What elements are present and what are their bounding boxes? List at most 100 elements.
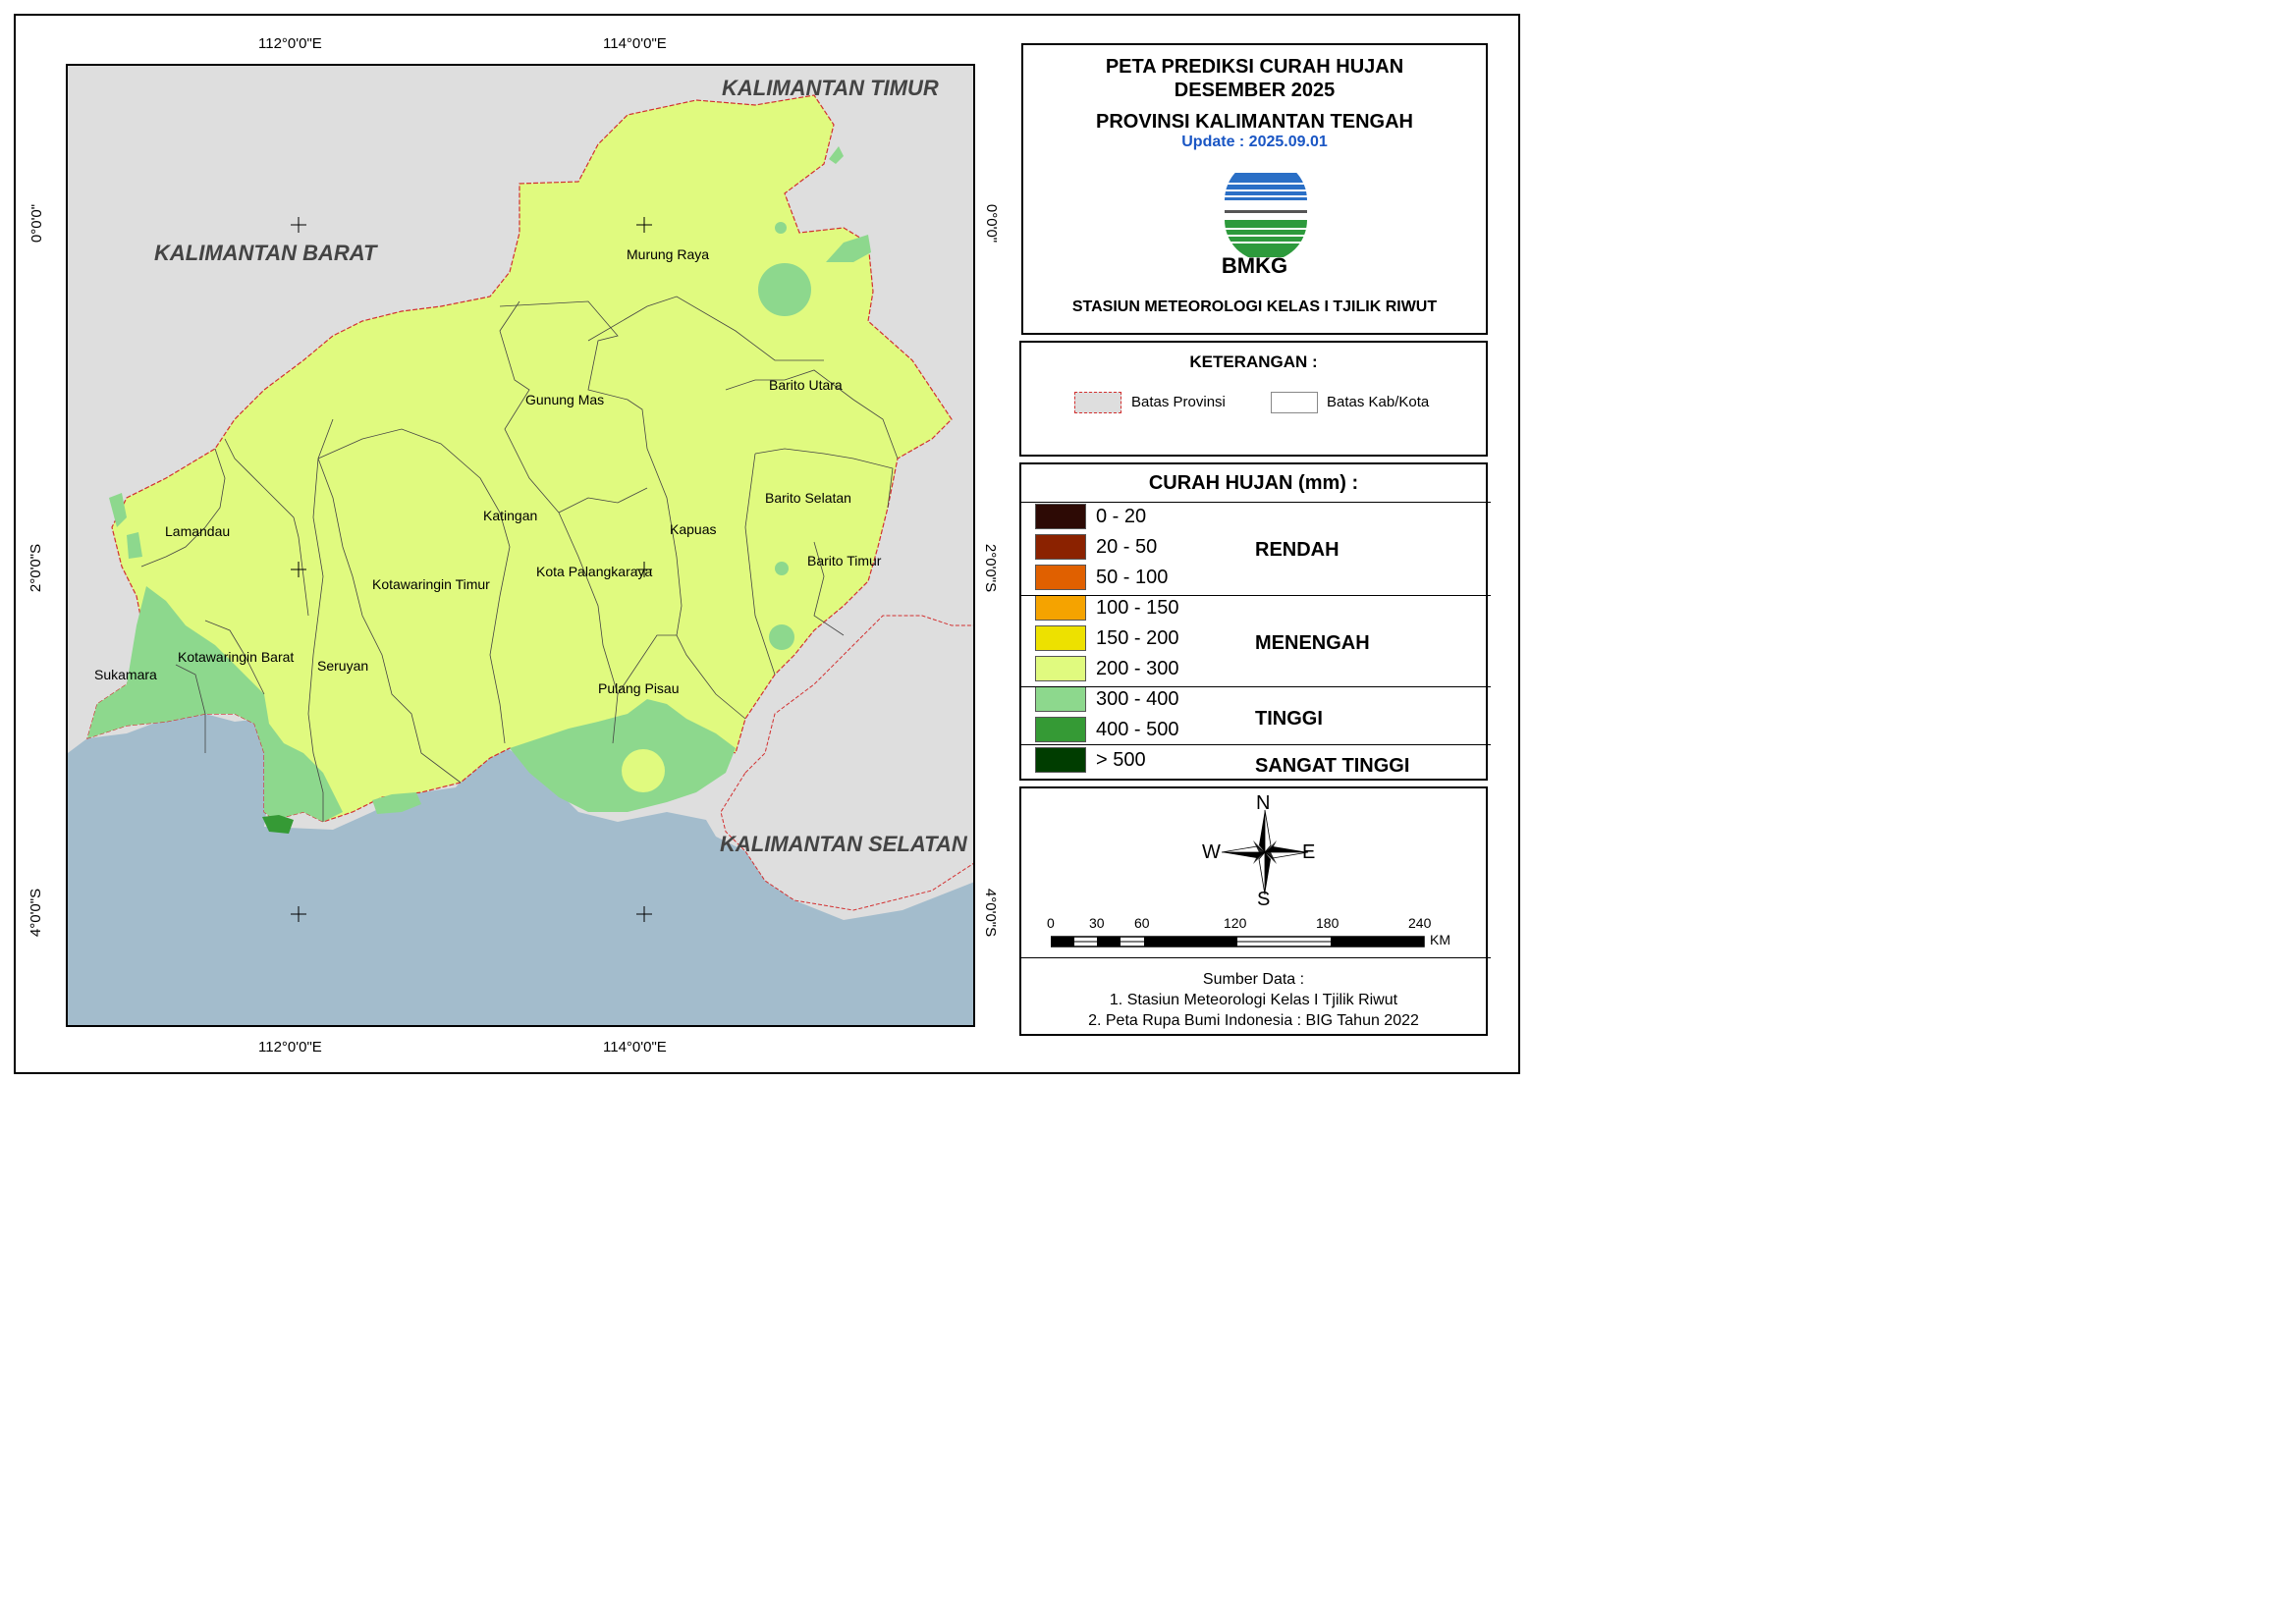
scale-unit: KM <box>1430 932 1450 947</box>
regency-boundaries <box>140 296 899 822</box>
zone-300-400-lamandau-west <box>127 532 142 559</box>
label-gunung-mas: Gunung Mas <box>525 392 604 407</box>
source-line-1: 1. Stasiun Meteorologi Kelas I Tjilik Ri… <box>1109 992 1398 1008</box>
bmkg-logo-icon <box>1222 173 1310 257</box>
zone-300-400-southwest <box>87 586 343 822</box>
label-kota-palangkaraya: Kota Palangkaraya <box>536 564 653 579</box>
coord-right-4s: 4°0'0"S <box>982 888 1000 938</box>
zone-300-400-south <box>510 699 736 812</box>
separator-top <box>1021 502 1491 503</box>
label-sukamara: Sukamara <box>94 667 157 682</box>
coord-right-2s: 2°0'0"S <box>982 543 1000 593</box>
rainfall-class-swatch <box>1035 565 1086 590</box>
scale-source-separator <box>1021 957 1491 958</box>
label-barito-utara: Barito Utara <box>769 377 843 393</box>
label-kotawaringin-barat: Kotawaringin Barat <box>178 649 294 665</box>
keterangan-title: KETERANGAN : <box>1189 352 1318 371</box>
label-kalsel: KALIMANTAN SELATAN <box>720 832 968 856</box>
label-katingan: Katingan <box>483 508 537 523</box>
category-tinggi: TINGGI <box>1255 708 1323 730</box>
compass-scale-panel: N S W E 0 30 60 120 180 240 KM Sumber Da… <box>1019 786 1491 1036</box>
label-kotawaringin-timur: Kotawaringin Timur <box>372 576 490 592</box>
rainfall-class-swatch <box>1035 686 1086 712</box>
scale-tick-0: 0 <box>1047 915 1055 931</box>
zone-300-400-barsel-small <box>775 562 789 575</box>
rainfall-class-swatch <box>1035 625 1086 651</box>
rainfall-class-swatch <box>1035 747 1086 773</box>
map-title-line1: PETA PREDIKSI CURAH HUJAN <box>1105 56 1404 78</box>
scale-tick-60: 60 <box>1134 915 1150 931</box>
update-date: Update : 2025.09.01 <box>1181 134 1328 150</box>
coord-bottom-114: 114°0'0"E <box>603 1039 667 1056</box>
batas-provinsi-swatch <box>1074 392 1121 413</box>
outer-frame <box>14 14 1520 1074</box>
rainfall-class-swatch <box>1035 504 1086 529</box>
scale-bar <box>1051 936 1425 947</box>
coord-bottom-112: 112°0'0"E <box>258 1039 322 1056</box>
batas-kab-swatch <box>1271 392 1318 413</box>
separator-rendah <box>1021 595 1491 596</box>
zone-300-400-ne <box>826 235 871 262</box>
label-kapuas: Kapuas <box>670 521 716 537</box>
rainfall-class-label: 0 - 20 <box>1096 506 1147 527</box>
rainfall-class-label: 150 - 200 <box>1096 627 1179 649</box>
station-name: STASIUN METEOROLOGI KELAS I TJILIK RIWUT <box>1071 298 1438 315</box>
coord-left-2s: 2°0'0"S <box>27 543 45 593</box>
sea-area <box>68 714 973 1025</box>
label-seruyan: Seruyan <box>317 658 368 674</box>
rainfall-class-swatch <box>1035 717 1086 742</box>
zone-300-400-sukamara-west <box>109 493 127 527</box>
coord-right-0: 0°0'0" <box>983 203 1001 244</box>
rainfall-class-label: 300 - 400 <box>1096 688 1179 710</box>
compass-w: W <box>1202 841 1221 863</box>
zone-200-300-pulpis-hole <box>622 749 665 792</box>
rainfall-class-label: 20 - 50 <box>1096 536 1158 558</box>
category-rendah: RENDAH <box>1255 539 1339 561</box>
label-murung-raya: Murung Raya <box>627 246 709 262</box>
kalsel-land <box>720 615 973 911</box>
compass-s: S <box>1257 889 1271 910</box>
map-svg: KALIMANTAN TIMUR KALIMANTAN BARAT KALIMA… <box>68 76 973 1025</box>
keterangan-panel: KETERANGAN : Batas Provinsi Batas Kab/Ko… <box>1019 341 1488 457</box>
rainfall-class-swatch <box>1035 656 1086 681</box>
map-title-line2: DESEMBER 2025 <box>1174 80 1336 101</box>
zone-300-400-murung-small <box>775 222 787 234</box>
map-title-line3: PROVINSI KALIMANTAN TENGAH <box>1096 111 1413 133</box>
compass-rose-icon <box>1221 809 1309 895</box>
label-kalbar: KALIMANTAN BARAT <box>154 241 378 265</box>
zone-300-400-barsel-blob <box>769 624 794 650</box>
zone-300-400-ne-top <box>829 146 844 164</box>
rainfall-class-label: 50 - 100 <box>1096 567 1169 588</box>
scale-tick-180: 180 <box>1316 915 1339 931</box>
rainfall-class-swatch <box>1035 595 1086 621</box>
scale-tick-30: 30 <box>1089 915 1105 931</box>
curah-hujan-title: CURAH HUJAN (mm) : <box>1148 472 1359 494</box>
rainfall-map: KALIMANTAN TIMUR KALIMANTAN BARAT KALIMA… <box>66 64 975 1027</box>
compass-e: E <box>1302 841 1316 863</box>
scale-tick-120: 120 <box>1224 915 1247 931</box>
coord-left-0: 0°0'0" <box>28 203 46 244</box>
rainfall-class-label: 400 - 500 <box>1096 719 1179 740</box>
batas-kab-label: Batas Kab/Kota <box>1327 394 1430 410</box>
rainfall-class-swatch <box>1035 534 1086 560</box>
category-sangat-tinggi: SANGAT TINGGI <box>1255 755 1410 777</box>
coord-left-4s: 4°0'0"S <box>27 888 45 938</box>
source-line-2: 2. Peta Rupa Bumi Indonesia : BIG Tahun … <box>1088 1012 1419 1029</box>
label-barito-timur: Barito Timur <box>807 553 882 568</box>
coord-top-112: 112°0'0"E <box>258 35 322 52</box>
label-kaltim: KALIMANTAN TIMUR <box>722 76 939 100</box>
rainfall-class-label: 100 - 150 <box>1096 597 1179 619</box>
rainfall-class-label: 200 - 300 <box>1096 658 1179 679</box>
coord-top-114: 114°0'0"E <box>603 35 667 52</box>
separator-menengah <box>1021 686 1491 687</box>
rainfall-class-label: > 500 <box>1096 749 1146 771</box>
grid-crosses <box>291 217 652 922</box>
label-pulang-pisau: Pulang Pisau <box>598 680 680 696</box>
category-menengah: MENENGAH <box>1255 632 1370 654</box>
separator-tinggi <box>1021 744 1491 745</box>
source-title: Sumber Data : <box>1202 971 1305 988</box>
zone-300-400-murung-blob <box>758 263 811 316</box>
curah-hujan-panel: CURAH HUJAN (mm) : 0 - 20 20 - 50 50 - 100… <box>1019 462 1491 781</box>
label-barito-selatan: Barito Selatan <box>765 490 851 506</box>
bmkg-wordmark: BMKG <box>1221 253 1288 278</box>
